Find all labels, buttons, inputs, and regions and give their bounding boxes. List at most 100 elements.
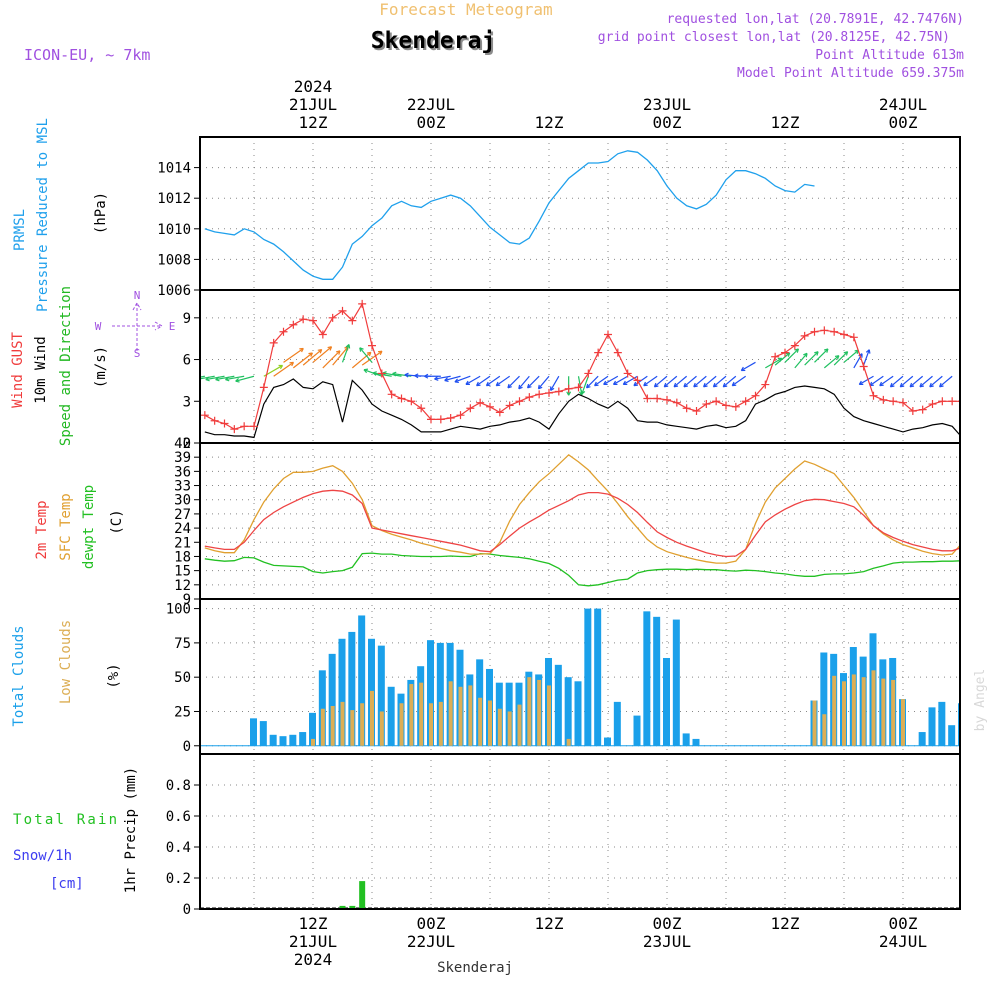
low-cloud-bar <box>320 708 325 746</box>
gust-marker <box>240 422 249 431</box>
gust-marker <box>800 331 809 340</box>
gust-marker <box>269 338 278 347</box>
y-tick-label: 18 <box>174 549 191 565</box>
low-cloud-bar <box>370 690 374 746</box>
gust-marker <box>309 316 317 325</box>
y-tick-label: 0.2 <box>166 871 191 887</box>
gust-marker <box>200 411 209 420</box>
gust-marker <box>535 390 544 399</box>
wind-arrow <box>444 375 461 382</box>
wind-arrow-head <box>278 364 284 370</box>
y-tick-label: 33 <box>174 479 191 495</box>
wind-arrow <box>322 350 341 369</box>
total-cloud-bar <box>988 672 995 746</box>
model-label: ICON-EU, ~ 7km <box>24 46 150 64</box>
low-cloud-bar <box>517 704 522 746</box>
wind-arrow-head <box>673 382 679 388</box>
wind-arrow <box>581 376 589 395</box>
gust-marker <box>545 388 553 397</box>
wind-arrow-head <box>186 377 190 381</box>
gust-marker <box>790 341 799 350</box>
gust-marker <box>407 397 416 406</box>
total-cloud-bar <box>948 725 956 746</box>
wind-arrow <box>586 375 599 389</box>
wind-arrow <box>722 375 737 388</box>
low-cloud-bar <box>497 708 502 746</box>
compass-west: W <box>95 320 102 333</box>
wind-arrow-head <box>377 350 383 356</box>
pressure-axis-title: (hPa) <box>93 192 109 234</box>
wind-arrow-head <box>225 376 230 382</box>
y-tick-label: 1014 <box>157 161 191 177</box>
tsfc-line <box>204 453 960 564</box>
low-cloud-bar <box>901 699 905 746</box>
top-axis-label: 00Z <box>417 113 446 132</box>
y-tick-label: 27 <box>174 507 191 523</box>
low-cloud-bar <box>399 703 404 746</box>
total-cloud-bar <box>564 677 572 746</box>
top-axis-label: 12Z <box>299 113 328 132</box>
wind-arrow-head <box>633 381 638 387</box>
wind-arrow <box>603 375 619 385</box>
top-axis-label: 21JUL <box>289 95 337 114</box>
wind-arrow <box>654 375 668 388</box>
clouds-panel: 0 25 50 75 100 <box>166 598 995 755</box>
wind-arrow-head <box>317 348 323 354</box>
temp-side-label-3: dewpt Temp <box>81 485 97 569</box>
wind-arrow <box>663 375 678 388</box>
wind-side-label-2: 10m Wind <box>33 336 49 403</box>
prmsl-line <box>204 150 815 280</box>
low-cloud-bar <box>448 681 453 746</box>
gust-marker <box>210 416 219 425</box>
location-title-shadow: Skenderaj <box>373 30 498 56</box>
wind-arrow <box>454 375 471 383</box>
top-axis-label: 24JUL <box>879 95 927 114</box>
wind-arrow-head <box>814 351 819 356</box>
gust-marker <box>476 398 485 407</box>
gust-marker <box>604 330 612 339</box>
bottom-axis-label: 00Z <box>653 914 682 933</box>
wind-arrow <box>594 375 609 387</box>
wind-arrow <box>643 375 658 387</box>
total-cloud-bar <box>289 734 297 746</box>
wind-panel: 0 3 6 9 N S W E <box>95 289 961 452</box>
y-tick-label: 0 <box>183 902 191 918</box>
compass-east: E <box>169 320 176 333</box>
gust-marker <box>505 401 514 410</box>
gust-marker <box>722 401 730 410</box>
low-cloud-bar <box>488 700 492 746</box>
wind-arrow-head <box>585 383 591 389</box>
total-cloud-bar <box>928 707 936 746</box>
wind-arrow-head <box>740 366 746 372</box>
wind-compass: N S W E <box>95 289 176 360</box>
low-cloud-bar <box>507 711 512 746</box>
top-axis-label: 2024 <box>294 77 333 96</box>
gust-marker <box>840 330 848 339</box>
wind-arrow <box>804 351 819 366</box>
y-tick-label: 25 <box>174 704 191 720</box>
wind-arrow <box>622 375 638 385</box>
total-cloud-bar <box>594 608 602 746</box>
wind-arrow-head <box>683 382 688 388</box>
top-axis-label: 00Z <box>653 113 682 132</box>
wind-arrow-head <box>823 348 829 353</box>
wind-arrow-head <box>215 376 220 382</box>
gust-marker <box>574 383 583 392</box>
low-cloud-bar <box>458 686 463 746</box>
wind-arrow <box>486 375 501 387</box>
gust-marker <box>584 369 593 378</box>
wind-arrow <box>351 351 372 369</box>
credit-watermark: by Angel <box>973 669 988 732</box>
panel-frame <box>199 136 961 291</box>
wind-arrow <box>341 344 350 363</box>
gust-marker <box>515 397 524 406</box>
wind-arrow <box>794 352 808 369</box>
gust-marker <box>761 380 770 389</box>
y-tick-label: 21 <box>174 535 191 551</box>
wind-arrow-head <box>404 372 409 378</box>
y-tick-label: 39 <box>174 450 191 466</box>
y-tick-label: 0.8 <box>166 778 191 794</box>
low-cloud-bar <box>379 711 384 746</box>
